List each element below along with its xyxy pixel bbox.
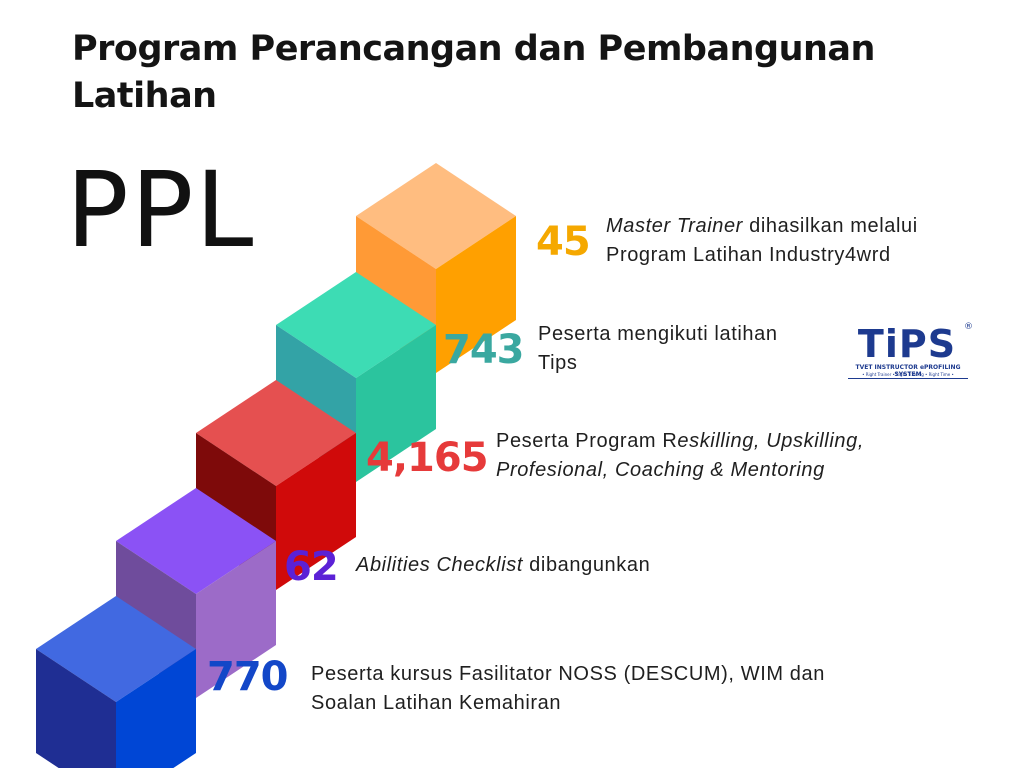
cube-noss	[36, 596, 196, 768]
cube-right-face	[116, 649, 196, 768]
step-number-abilities: 62	[284, 544, 339, 590]
step-number-noss: 770	[207, 654, 288, 700]
step-desc-line2-italic: Profesional, Coaching & Mentoring	[496, 459, 825, 481]
cube-abilities	[116, 488, 276, 698]
step-number-reskilling: 4,165	[366, 435, 489, 481]
cube-right-face	[196, 541, 276, 698]
step-desc-line2: Tips	[538, 352, 578, 374]
cube-right-face	[356, 325, 436, 482]
step-desc-line1-plain: Peserta Program R	[496, 430, 678, 452]
step-desc-line2: Program Latihan Industry4wrd	[606, 244, 891, 266]
cube-right-face	[436, 216, 516, 373]
step-desc-reskilling: Peserta Program Reskilling, Upskilling, …	[496, 427, 864, 485]
cube-left-face	[36, 649, 116, 768]
step-number-tips: 743	[443, 327, 524, 373]
step-desc-line1-italic: Master Trainer	[606, 215, 743, 237]
tips-logo-tagline: • Right Trainer • Right Training • Right…	[862, 372, 954, 377]
cube-tips	[276, 272, 436, 482]
step-number-master-trainer: 45	[536, 219, 591, 265]
page-title: Program Perancangan dan Pembangunan Lati…	[72, 29, 875, 116]
step-desc-line1-italic: eskilling, Upskilling,	[677, 430, 864, 452]
step-desc-line2: Soalan Latihan Kemahiran	[311, 692, 562, 714]
cube-right-face	[276, 433, 356, 590]
step-desc-abilities: Abilities Checklist dibangunkan	[356, 551, 650, 580]
step-desc-line1: Peserta kursus Fasilitator NOSS (DESCUM)…	[311, 663, 825, 685]
registered-mark: ®	[964, 322, 973, 332]
step-desc-line1: Peserta mengikuti latihan	[538, 323, 778, 345]
tips-logo: TiPS ® TVET INSTRUCTOR ePROFILING SYSTEM…	[848, 322, 973, 379]
tips-logo-subtitle: TVET INSTRUCTOR ePROFILING SYSTEM	[848, 364, 968, 379]
ppl-heading: PPL	[66, 149, 256, 271]
step-desc-line1-rest: dibangunkan	[523, 554, 651, 576]
step-desc-noss: Peserta kursus Fasilitator NOSS (DESCUM)…	[311, 660, 825, 718]
step-desc-line1-rest: dihasilkan melalui	[742, 215, 918, 237]
step-desc-tips: Peserta mengikuti latihan Tips	[538, 320, 778, 378]
tips-logo-word: TiPS	[857, 322, 957, 366]
step-desc-line1-italic: Abilities Checklist	[356, 554, 524, 576]
step-desc-master-trainer: Master Trainer dihasilkan melalui Progra…	[606, 212, 918, 270]
